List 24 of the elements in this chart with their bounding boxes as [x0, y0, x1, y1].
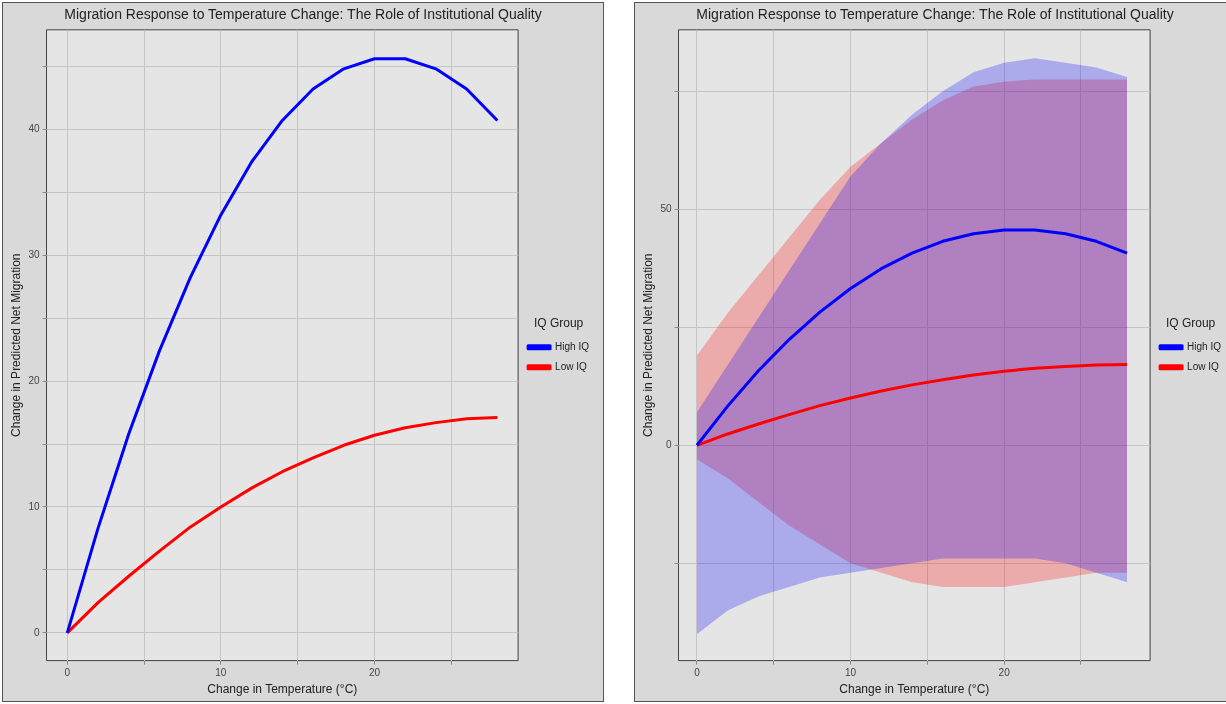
x-tick-label: 0 — [694, 667, 701, 679]
x-tick-label: 10 — [845, 667, 857, 679]
chart-title: Migration Response to Temperature Change: The Role of Institutional Quality — [64, 6, 542, 23]
y-axis-title: Change in Predicted Net Migration — [640, 253, 655, 437]
legend-title: IQ Group — [533, 316, 584, 331]
y-axis-title: Change in Predicted Net Migration — [8, 253, 23, 437]
y-tick-label: 50 — [660, 202, 672, 214]
x-axis-title: Change in Temperature (°C) — [207, 682, 358, 697]
x-tick-label: 20 — [998, 667, 1011, 679]
chart-title: Migration Response to Temperature Change: The Role of Institutional Quality — [696, 6, 1174, 23]
y-tick-label: 30 — [28, 248, 40, 260]
legend-title: IQ Group — [1165, 316, 1216, 331]
y-tick-label: 10 — [28, 500, 40, 512]
legend-label: Low IQ — [1187, 360, 1219, 372]
y-tick-label: 20 — [28, 374, 40, 386]
x-tick-label: 0 — [64, 667, 71, 679]
x-tick-label: 10 — [215, 667, 227, 679]
legend-label: Low IQ — [555, 360, 587, 372]
y-tick-label: 40 — [28, 123, 40, 135]
y-tick-label: 0 — [33, 626, 40, 638]
legend-label: High IQ — [555, 340, 590, 352]
x-tick-label: 20 — [368, 667, 381, 679]
x-axis-title: Change in Temperature (°C) — [839, 682, 990, 697]
legend-label: High IQ — [1187, 340, 1222, 352]
